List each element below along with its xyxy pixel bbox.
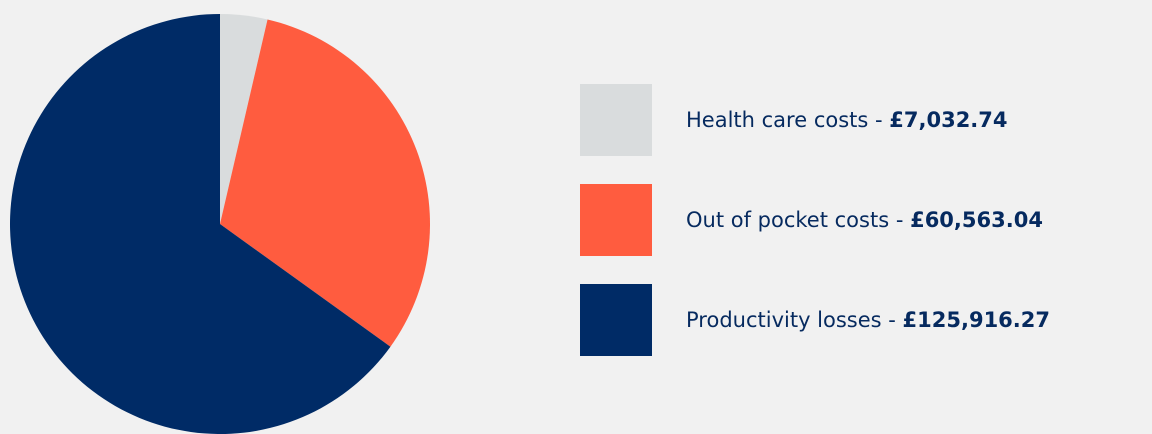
legend-label-out-of-pocket-costs: Out of pocket costs [686, 208, 890, 232]
legend-value-productivity-losses: £125,916.27 [902, 308, 1050, 332]
legend-item-health-care-costs: Health care costs - £7,032.74 [580, 84, 1152, 156]
legend: Health care costs - £7,032.74 Out of poc… [580, 84, 1152, 384]
pie-slice-productivity-losses [10, 14, 391, 434]
legend-label-productivity-losses: Productivity losses [686, 308, 882, 332]
legend-label-health-care-costs: Health care costs [686, 108, 869, 132]
legend-swatch-out-of-pocket-costs [580, 184, 652, 256]
legend-text-health-care-costs: Health care costs - £7,032.74 [686, 108, 1008, 132]
legend-value-health-care-costs: £7,032.74 [889, 108, 1008, 132]
legend-swatch-productivity-losses [580, 284, 652, 356]
legend-item-out-of-pocket-costs: Out of pocket costs - £60,563.04 [580, 184, 1152, 256]
pie-slice-health-care-costs [220, 14, 268, 224]
legend-separator: - [881, 308, 903, 332]
legend-text-productivity-losses: Productivity losses - £125,916.27 [686, 308, 1050, 332]
legend-separator: - [889, 208, 911, 232]
pie-slice-out-of-pocket-costs [220, 19, 431, 347]
legend-swatch-health-care-costs [580, 84, 652, 156]
legend-separator: - [868, 108, 890, 132]
legend-text-out-of-pocket-costs: Out of pocket costs - £60,563.04 [686, 208, 1043, 232]
legend-item-productivity-losses: Productivity losses - £125,916.27 [580, 284, 1152, 356]
legend-value-out-of-pocket-costs: £60,563.04 [910, 208, 1043, 232]
pie-chart [10, 14, 431, 434]
